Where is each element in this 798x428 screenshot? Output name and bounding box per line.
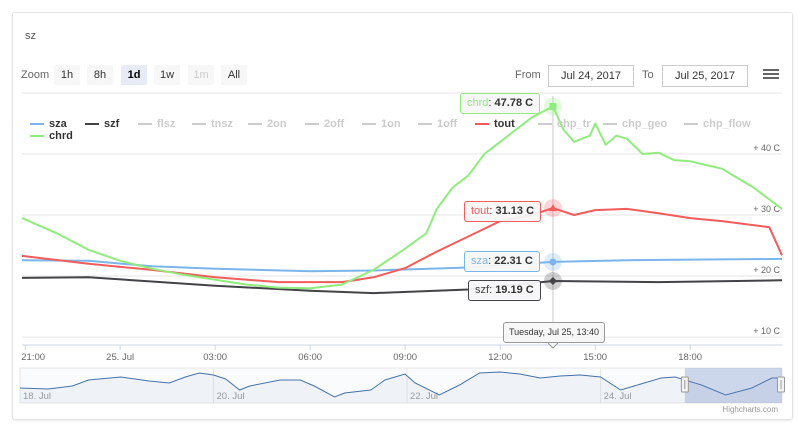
legend-item-chrd[interactable]: chrd — [30, 130, 73, 142]
legend-label: chrd — [49, 130, 73, 142]
legend-item-1off[interactable]: 1off — [418, 118, 457, 130]
legend-line-icon — [418, 123, 432, 126]
navigator-selected-range[interactable] — [684, 368, 782, 403]
y-tick-label: + 40 C — [753, 143, 780, 153]
tooltip-sza: sza: 22.31 C — [464, 251, 540, 272]
to-label: To — [642, 69, 654, 81]
chart-card — [12, 12, 793, 420]
tooltip-series-name: chrd — [467, 97, 489, 109]
legend-label: tnsz — [211, 118, 233, 130]
zoom-1w-button[interactable]: 1w — [154, 65, 180, 85]
legend-label: sza — [49, 118, 67, 130]
zoom-8h-button[interactable]: 8h — [87, 65, 113, 85]
legend-item-2off[interactable]: 2off — [305, 118, 344, 130]
from-date-input[interactable]: Jul 24, 2017 — [548, 65, 634, 87]
hover-marker — [549, 102, 557, 110]
navigator-background — [19, 367, 783, 404]
legend-label: szf — [104, 118, 120, 130]
zoom-label: Zoom — [21, 69, 50, 81]
navigator-tick-label: 18. Jul — [23, 391, 51, 402]
zoom-1d-button[interactable]: 1d — [121, 65, 147, 85]
tooltip-value: 31.13 C — [495, 205, 535, 217]
x-tick-label: 09:00 — [393, 352, 417, 363]
legend-item-tnsz[interactable]: tnsz — [192, 118, 233, 130]
series-line-chrd — [21, 105, 783, 290]
zoom-1m-button: 1m — [188, 65, 214, 85]
legend-line-icon — [192, 123, 206, 126]
zoom-1h-button[interactable]: 1h — [54, 65, 80, 85]
legend-label: chp_geo — [622, 118, 668, 130]
legend-label: 2off — [324, 118, 345, 130]
x-tick-label: 21:00 — [21, 352, 45, 363]
legend-line-icon — [248, 123, 262, 126]
legend-label: tout — [494, 118, 515, 130]
x-tick-label: 15:00 — [583, 352, 607, 363]
navigator-tick-label: 24. Jul — [604, 391, 632, 402]
legend-item-tout[interactable]: tout — [475, 118, 515, 130]
legend-line-icon — [30, 135, 44, 138]
hover-marker — [549, 258, 557, 266]
legend-label: flsz — [157, 118, 176, 130]
legend-line-icon — [538, 123, 552, 126]
to-date-input[interactable]: Jul 25, 2017 — [662, 65, 748, 87]
tooltip-series-name: sza — [471, 255, 489, 267]
legend-item-sza[interactable]: sza — [30, 118, 67, 130]
legend-label: 2on — [267, 118, 287, 130]
legend-line-icon — [362, 123, 376, 126]
legend-item-szf[interactable]: szf — [85, 118, 119, 130]
zoom-all-button[interactable]: All — [221, 65, 247, 85]
legend-label: 1on — [381, 118, 401, 130]
legend-line-icon — [138, 123, 152, 126]
tooltip-value: 19.19 C — [495, 284, 534, 296]
navigator-area — [20, 372, 782, 403]
series-line-tout — [21, 207, 783, 284]
x-tick-label: 03:00 — [203, 352, 227, 363]
x-tick-label: 12:00 — [488, 352, 512, 363]
legend-label: chp_flow — [703, 118, 751, 130]
navigator-tick-label: 22. Jul — [410, 391, 438, 402]
from-label: From — [515, 69, 541, 81]
tooltip-chrd: chrd: 47.78 C — [460, 93, 541, 114]
hover-marker — [548, 204, 557, 212]
credits-link[interactable]: Highcharts.com — [722, 405, 778, 414]
legend-item-1on[interactable]: 1on — [362, 118, 401, 130]
legend-line-icon — [85, 123, 99, 126]
tooltip-time: Tuesday, Jul 25, 13:40 — [503, 322, 606, 343]
tooltip-series-name: szf — [475, 284, 490, 296]
tooltip-series-name: tout — [471, 205, 490, 217]
series-line-sza — [21, 257, 783, 273]
tooltip-value: 47.78 C — [494, 97, 534, 109]
legend-line-icon — [603, 123, 617, 126]
navigator-tick-label: 20. Jul — [217, 391, 245, 402]
legend-item-chp_geo[interactable]: chp_geo — [603, 118, 667, 130]
series-line-szf — [21, 276, 783, 295]
tooltip-value: 22.31 C — [494, 255, 533, 267]
legend-line-icon — [305, 123, 319, 126]
y-tick-label: + 20 C — [753, 265, 780, 275]
legend-line-icon — [475, 123, 489, 126]
x-tick-label: 25. Jul — [106, 352, 134, 363]
tooltip-tout: tout: 31.13 C — [464, 201, 542, 222]
legend-line-icon — [684, 123, 698, 126]
tooltip-szf: szf: 19.19 C — [468, 280, 541, 301]
hamburger-menu-icon[interactable] — [763, 69, 779, 81]
legend-item-chp_flow[interactable]: chp_flow — [684, 118, 751, 130]
navigator-line — [19, 371, 782, 398]
y-tick-label: + 10 C — [753, 326, 780, 336]
chart-title: sz — [25, 30, 36, 42]
tooltip-pointer — [547, 342, 559, 349]
legend-line-icon — [30, 123, 44, 126]
legend-item-flsz[interactable]: flsz — [138, 118, 175, 130]
legend-item-2on[interactable]: 2on — [248, 118, 287, 130]
y-tick-label: + 30 C — [753, 204, 780, 214]
x-tick-label: 18:00 — [678, 352, 702, 363]
hover-marker — [548, 276, 557, 285]
x-tick-label: 06:00 — [298, 352, 322, 363]
legend-item-chp_tr[interactable]: chp_tr — [538, 118, 591, 130]
legend-label: chp_tr — [557, 118, 591, 130]
legend-label: 1off — [437, 118, 458, 130]
